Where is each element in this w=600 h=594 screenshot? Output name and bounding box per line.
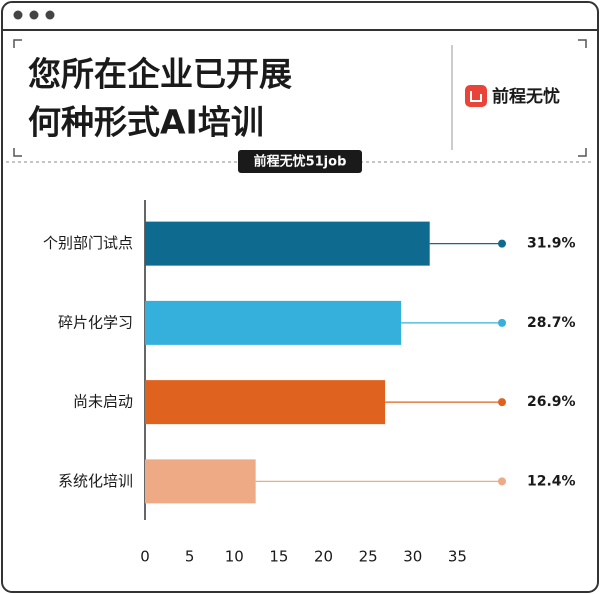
window-dot xyxy=(45,10,55,20)
x-tick-label: 35 xyxy=(448,548,467,566)
window-dot xyxy=(13,10,23,20)
x-tick-label: 10 xyxy=(225,548,244,566)
x-tick-label: 15 xyxy=(269,548,288,566)
source-text: 前程无忧51job xyxy=(254,154,347,170)
bar xyxy=(145,300,402,345)
y-tick-label: 个别部门试点 xyxy=(43,234,133,252)
y-tick-label: 碎片化学习 xyxy=(58,313,133,331)
x-tick-label: 30 xyxy=(403,548,422,566)
corner-marks xyxy=(13,39,587,157)
chart-title: 您所在企业已开展 xyxy=(28,55,292,94)
value-label: 31.9% xyxy=(527,236,576,252)
y-tick-label: 尚未启动 xyxy=(73,393,133,411)
chart-title: 何种形式AI培训 xyxy=(28,103,264,142)
bar xyxy=(145,221,430,266)
x-tick-label: 0 xyxy=(140,548,150,566)
value-label: 12.4% xyxy=(527,473,576,489)
leader-dot xyxy=(498,477,506,486)
leader-dot xyxy=(498,318,506,327)
brand-name: 前程无忧 xyxy=(492,86,560,107)
brand-icon xyxy=(465,85,487,107)
value-label: 28.7% xyxy=(527,315,576,331)
brand-icon-mark xyxy=(470,91,482,102)
bar xyxy=(145,380,386,425)
leader-dot xyxy=(498,398,506,407)
source-tag xyxy=(238,150,362,173)
leader-dot xyxy=(498,239,506,248)
value-label: 26.9% xyxy=(527,394,576,410)
x-tick-label: 25 xyxy=(359,548,378,566)
bar xyxy=(145,459,256,504)
window-dot xyxy=(29,10,39,20)
x-tick-label: 20 xyxy=(314,548,333,566)
y-tick-label: 系统化培训 xyxy=(58,472,133,490)
x-tick-label: 5 xyxy=(185,548,195,566)
